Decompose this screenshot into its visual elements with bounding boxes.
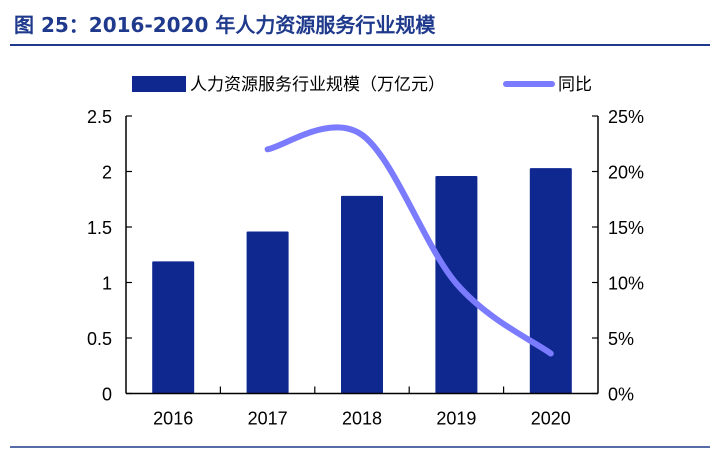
right-tick-label: 0% bbox=[608, 385, 634, 405]
bar-2020 bbox=[529, 168, 572, 394]
left-tick-label: 0.5 bbox=[87, 329, 112, 349]
bar-2016 bbox=[152, 261, 195, 394]
legend-bar-swatch bbox=[132, 76, 186, 92]
bar-2018 bbox=[341, 195, 383, 394]
x-tick-label: 2019 bbox=[436, 409, 476, 429]
right-tick-label: 15% bbox=[608, 218, 644, 238]
left-tick-label: 2 bbox=[102, 163, 112, 183]
yoy-growth-line bbox=[264, 124, 554, 357]
left-tick-label: 0 bbox=[102, 385, 112, 405]
figure-title: 图 25：2016-2020 年人力资源服务行业规模 bbox=[14, 13, 436, 37]
legend-line-label: 同比 bbox=[558, 75, 592, 94]
x-tick-label: 2018 bbox=[342, 409, 382, 429]
left-tick-label: 1 bbox=[102, 274, 112, 294]
left-tick-label: 2.5 bbox=[87, 107, 112, 127]
right-tick-label: 5% bbox=[608, 329, 634, 349]
right-tick-label: 25% bbox=[608, 107, 644, 127]
x-tick-label: 2017 bbox=[248, 409, 288, 429]
x-tick-label: 2016 bbox=[153, 409, 193, 429]
right-tick-label: 20% bbox=[608, 163, 644, 183]
legend: 人力资源服务行业规模（万亿元） 同比 bbox=[132, 75, 592, 94]
legend-bar-label: 人力资源服务行业规模（万亿元） bbox=[190, 75, 445, 94]
right-tick-label: 10% bbox=[608, 274, 644, 294]
bar-2017 bbox=[246, 231, 289, 394]
left-tick-label: 1.5 bbox=[87, 218, 112, 238]
x-tick-label: 2020 bbox=[531, 409, 571, 429]
